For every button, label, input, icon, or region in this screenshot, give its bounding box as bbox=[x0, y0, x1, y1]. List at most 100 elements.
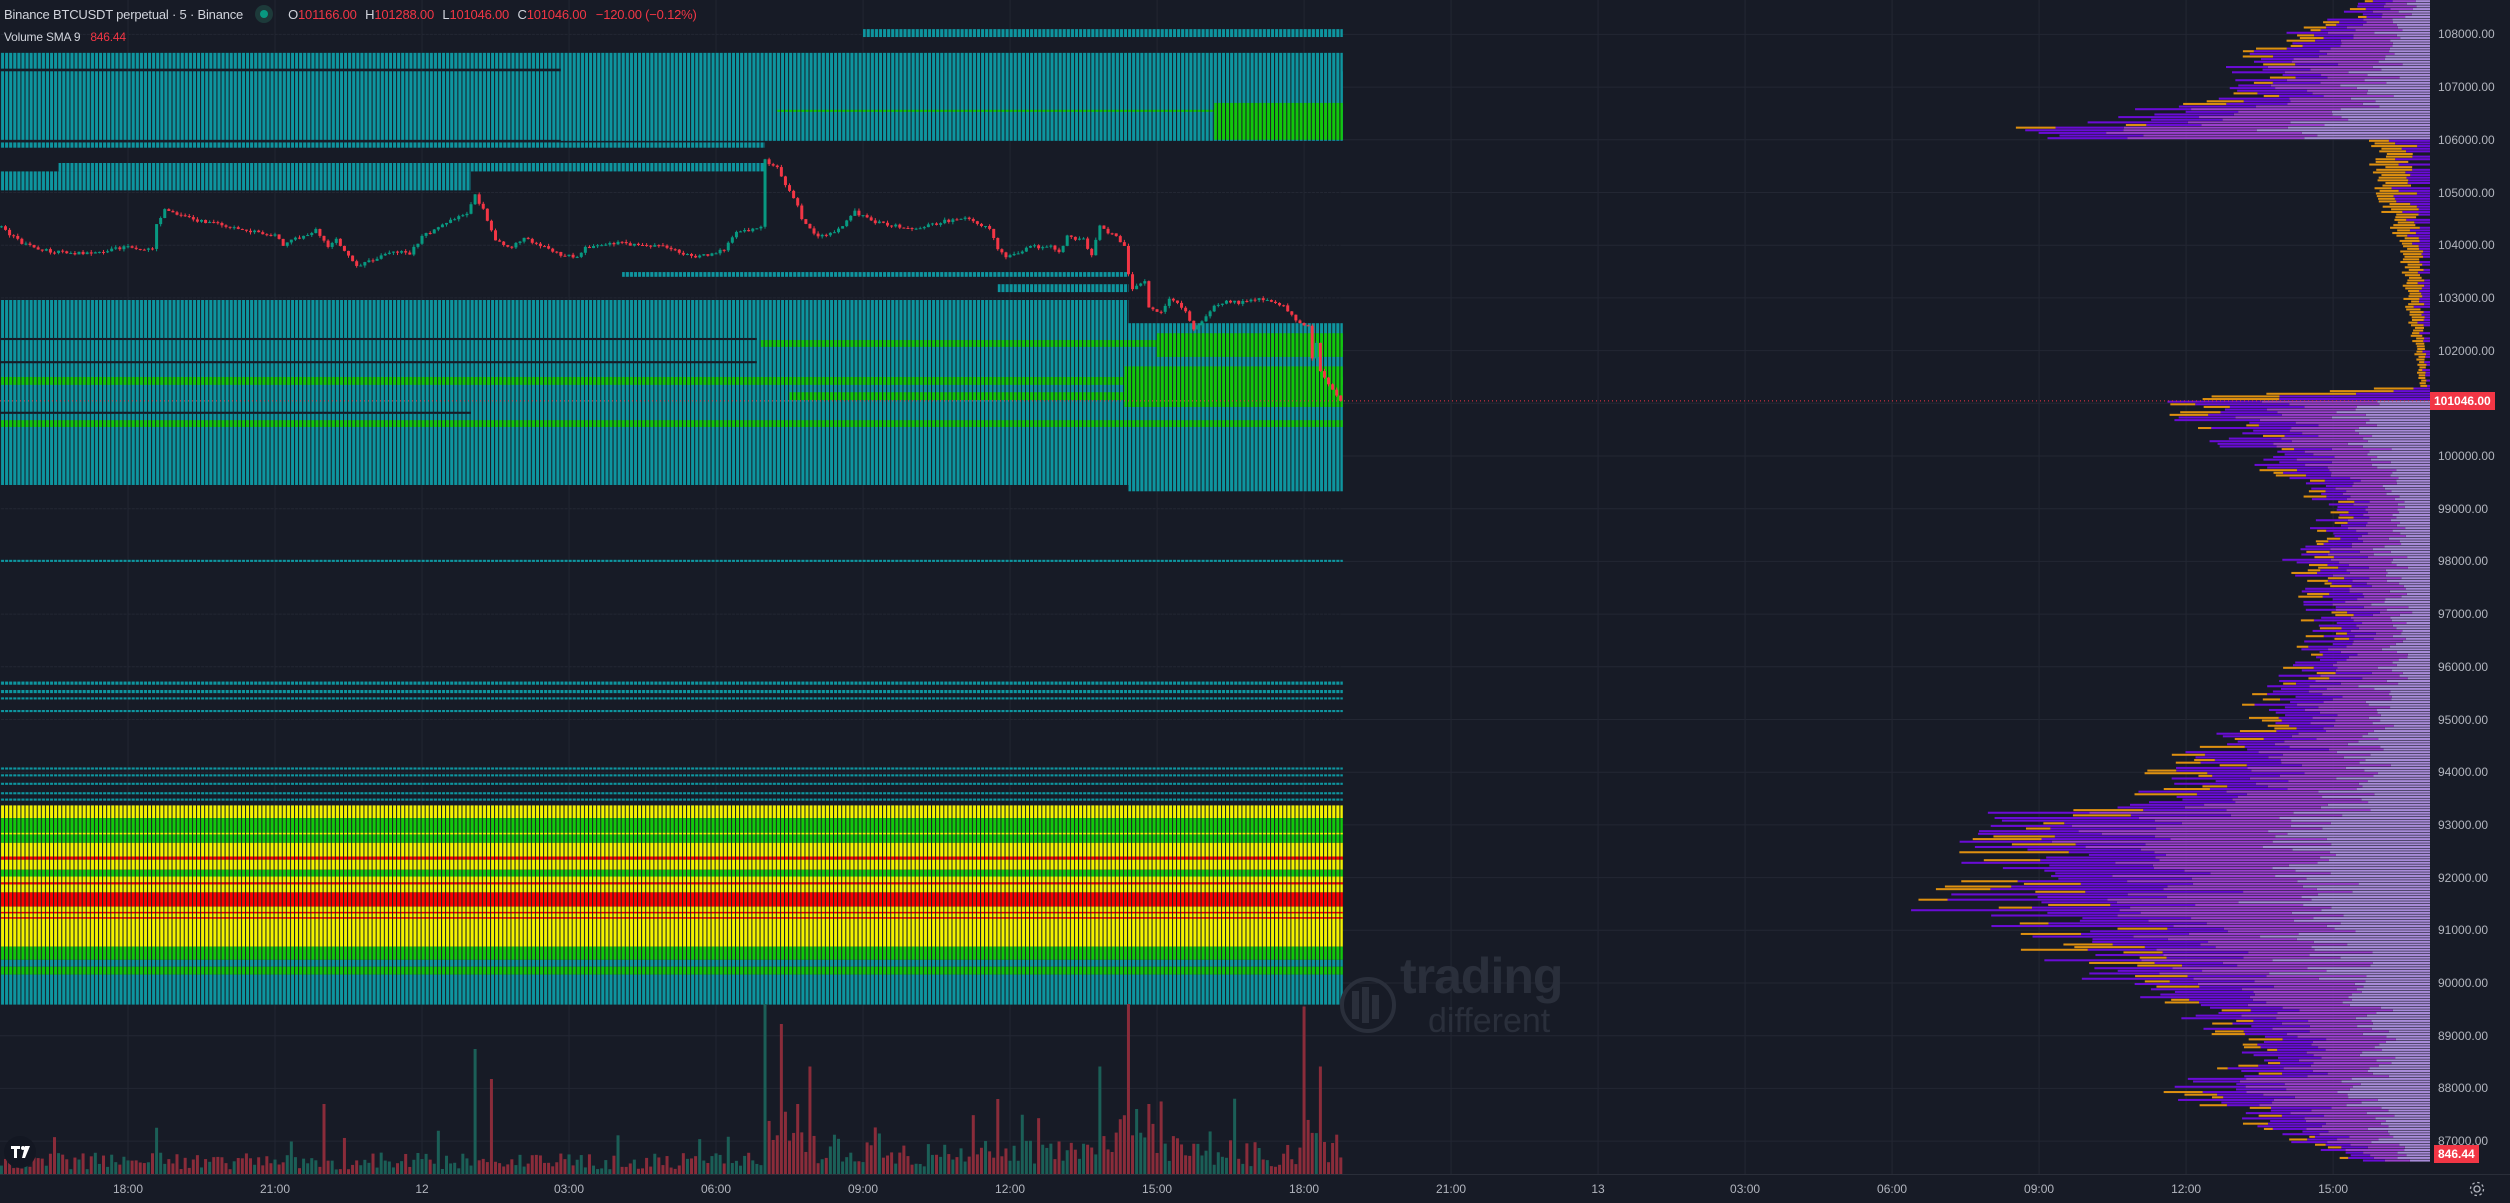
volume-bar bbox=[1135, 1109, 1139, 1174]
volume-profile-row bbox=[2399, 511, 2430, 514]
time-tick-label: 15:00 bbox=[2318, 1182, 2349, 1196]
candle-down bbox=[261, 232, 265, 235]
volume-profile-row bbox=[2305, 587, 2350, 590]
volume-profile-row bbox=[2372, 10, 2399, 13]
time-tick-label: 21:00 bbox=[1436, 1182, 1467, 1196]
volume-bar bbox=[89, 1156, 93, 1174]
market-status-icon[interactable] bbox=[255, 5, 274, 23]
volume-profile-row bbox=[2423, 255, 2430, 258]
volume-bar bbox=[816, 1163, 820, 1174]
volume-profile-row bbox=[2329, 677, 2363, 680]
volume-profile-row bbox=[2282, 558, 2331, 561]
volume-profile-row bbox=[2403, 253, 2422, 256]
candle-down bbox=[694, 255, 698, 258]
volume-profile-row bbox=[2274, 743, 2348, 746]
volume-profile-row bbox=[2144, 946, 2216, 949]
volume-bar bbox=[277, 1164, 281, 1174]
volume-profile-row bbox=[2392, 44, 2430, 47]
last-price-label: 101046.00 bbox=[2430, 391, 2495, 410]
volume-profile-row bbox=[2392, 513, 2430, 517]
volume-bar bbox=[151, 1153, 155, 1174]
volume-profile-row bbox=[1998, 906, 2033, 909]
volume-bar bbox=[126, 1160, 130, 1174]
volume-profile-row bbox=[2282, 1038, 2327, 1041]
volume-bar bbox=[865, 1142, 869, 1174]
volume-bar bbox=[57, 1153, 61, 1174]
volume-profile-row bbox=[2390, 616, 2430, 619]
volume-profile-row bbox=[2348, 118, 2430, 121]
volume-bar bbox=[457, 1168, 461, 1174]
volume-profile-row bbox=[2184, 869, 2296, 872]
volume-profile-row bbox=[2173, 925, 2327, 928]
volume-profile-row bbox=[2339, 513, 2364, 517]
volume-profile-row bbox=[2337, 714, 2381, 717]
volume-profile-row bbox=[2372, 722, 2430, 725]
indicator-name: Volume SMA 9 bbox=[4, 30, 81, 44]
price-axis[interactable]: 108000.00 107000.00 106000.00 105000.00 1040… bbox=[2430, 0, 2510, 1174]
volume-profile-row bbox=[2291, 819, 2430, 822]
volume-profile-row bbox=[2275, 835, 2430, 838]
candle-down bbox=[1073, 236, 1077, 240]
volume-profile-row bbox=[2154, 113, 2234, 116]
volume-bar bbox=[1000, 1156, 1004, 1174]
price-chart[interactable] bbox=[0, 0, 2430, 1174]
volume-profile-row bbox=[2351, 545, 2385, 548]
volume-profile-row bbox=[2373, 553, 2430, 556]
volume-profile-row bbox=[2371, 672, 2403, 675]
volume-profile-row bbox=[2049, 864, 2153, 867]
volume-profile-row bbox=[2127, 137, 2305, 140]
volume-profile-row bbox=[2130, 906, 2332, 909]
candle-down bbox=[216, 222, 220, 224]
volume-bar bbox=[208, 1161, 212, 1174]
tradingview-logo[interactable] bbox=[4, 1136, 36, 1168]
volume-profile-row bbox=[2296, 561, 2340, 564]
candle-down bbox=[1159, 311, 1163, 313]
volume-profile-row bbox=[2044, 959, 2142, 962]
volume-profile-row bbox=[2316, 737, 2379, 740]
volume-profile-row bbox=[2424, 337, 2430, 340]
volume-bar bbox=[641, 1168, 645, 1174]
volume-bar bbox=[853, 1161, 857, 1174]
candle-up bbox=[200, 219, 204, 222]
volume-profile-row bbox=[2357, 5, 2384, 8]
volume-profile-row bbox=[2089, 961, 2155, 964]
volume-profile-row bbox=[2270, 1109, 2312, 1112]
volume-profile-row bbox=[2407, 234, 2430, 237]
volume-profile-row bbox=[2291, 427, 2359, 430]
volume-profile-row bbox=[2289, 477, 2351, 480]
volume-profile-row bbox=[2320, 806, 2430, 809]
volume-profile-row bbox=[2272, 867, 2430, 870]
volume-bar bbox=[530, 1155, 534, 1174]
volume-bar bbox=[289, 1141, 293, 1174]
volume-profile-row bbox=[2340, 524, 2366, 527]
volume-profile-row bbox=[2317, 861, 2430, 864]
volume-profile-row bbox=[2415, 342, 2425, 345]
time-tick-label: 12:00 bbox=[2171, 1182, 2202, 1196]
candle-up bbox=[453, 219, 457, 221]
volume-profile-row bbox=[2304, 405, 2357, 408]
volume-profile-row bbox=[2401, 271, 2418, 274]
volume-bar bbox=[837, 1138, 841, 1174]
volume-bar bbox=[498, 1163, 502, 1174]
volume-profile-row bbox=[2313, 1062, 2392, 1065]
volume-profile-row bbox=[2369, 1067, 2430, 1070]
volume-profile-row bbox=[2169, 413, 2209, 416]
candle-up bbox=[828, 232, 832, 236]
volume-profile-row bbox=[2317, 529, 2327, 532]
symbol-title[interactable]: Binance BTCUSDT perpetual · 5 · Binance bbox=[4, 6, 244, 22]
volume-profile-row bbox=[2362, 677, 2408, 680]
volume-profile-row bbox=[2384, 1159, 2410, 1162]
settings-gear-icon[interactable] bbox=[2468, 1180, 2486, 1198]
volume-profile-row bbox=[2338, 500, 2355, 503]
volume-profile-row bbox=[2176, 795, 2238, 798]
volume-profile-row bbox=[2281, 1022, 2373, 1025]
volume-profile-row bbox=[2311, 487, 2336, 490]
volume-profile-row bbox=[2242, 703, 2255, 706]
volume-profile-row bbox=[2332, 664, 2397, 667]
candle-up bbox=[1012, 253, 1016, 256]
volume-profile-row bbox=[2377, 179, 2409, 182]
volume-indicator-legend[interactable]: Volume SMA 9 846.44 bbox=[4, 30, 126, 44]
volume-bar bbox=[269, 1163, 273, 1174]
volume-profile-row bbox=[2382, 484, 2430, 488]
time-axis[interactable]: 18:00 21:00 12 03:00 06:00 09:00 12:00 15:00 18:… bbox=[0, 1174, 2510, 1202]
